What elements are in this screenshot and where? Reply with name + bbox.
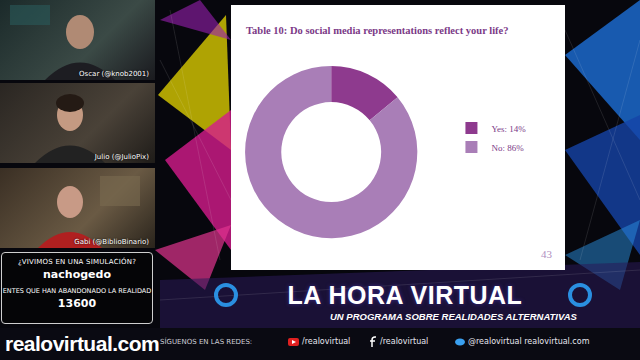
html-text:@realovirtual realovirtual.com: @realovirtual realovirtual.com bbox=[468, 337, 590, 346]
html-text:Oscar (@knob2001): Oscar (@knob2001) bbox=[79, 70, 149, 78]
html-text:ENTES QUE HAN ABANDONADO LA RE: ENTES QUE HAN ABANDONADO LA REALIDAD bbox=[2, 287, 152, 295]
html-text:Gabi (@BiblioBinario): Gabi (@BiblioBinario) bbox=[74, 238, 149, 246]
html-text:SÍGUENOS EN LAS REDES:: SÍGUENOS EN LAS REDES: bbox=[160, 338, 253, 346]
html-text:LA HORA VIRTUAL: LA HORA VIRTUAL bbox=[287, 281, 523, 309]
svg-text:43: 43 bbox=[541, 248, 553, 260]
html-text:Julio (@JulioPix): Julio (@JulioPix) bbox=[94, 153, 149, 161]
svg-text:No: 86%: No: 86% bbox=[491, 143, 524, 153]
html-text:nachogedo: nachogedo bbox=[43, 268, 111, 281]
svg-text:Table 10: Do social media repr: Table 10: Do social media representation… bbox=[246, 25, 508, 36]
svg-text:Yes: 14%: Yes: 14% bbox=[491, 124, 526, 134]
html-text:realovirtual.com: realovirtual.com bbox=[5, 332, 160, 355]
html-text:13600: 13600 bbox=[57, 297, 97, 310]
html-text:¿VIVIMOS EN UNA SIMULACIÓN?: ¿VIVIMOS EN UNA SIMULACIÓN? bbox=[17, 258, 136, 266]
html-text:/realovirtual: /realovirtual bbox=[380, 337, 429, 346]
html-text:UN PROGRAMA SOBRE REALIDADES A: UN PROGRAMA SOBRE REALIDADES ALTERNATIVA… bbox=[330, 311, 577, 322]
html-text:/realovirtual: /realovirtual bbox=[302, 337, 351, 346]
